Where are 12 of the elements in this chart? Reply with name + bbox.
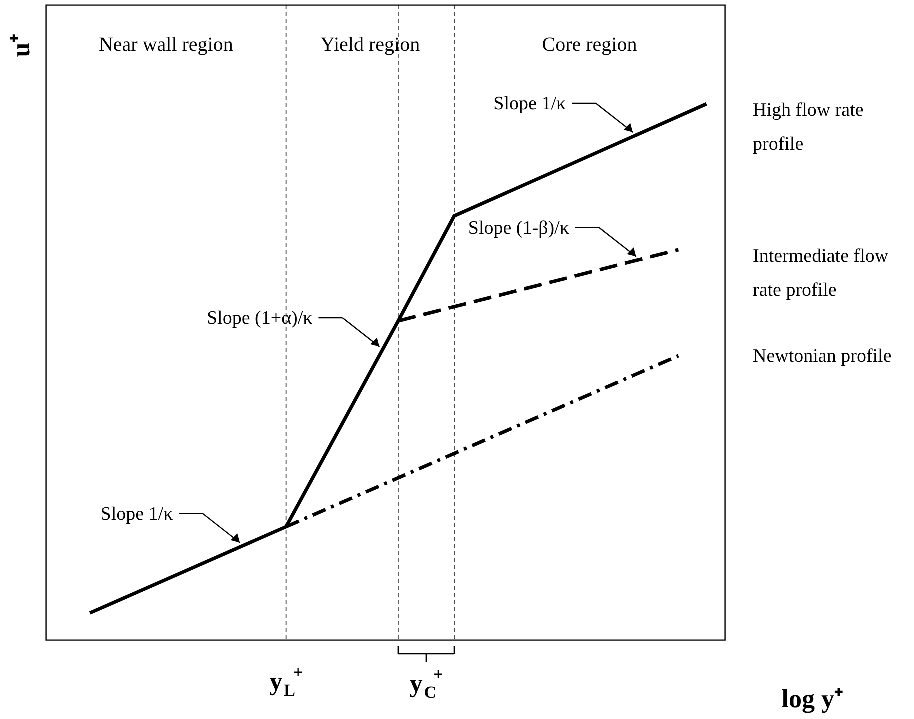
x-axis-title: log y⁺ (782, 684, 844, 714)
text: Core region (542, 34, 638, 56)
annotation: Slope (1-β)/κ (468, 218, 570, 239)
text: High flow rate profile (753, 100, 864, 156)
text: Near wall region (98, 34, 234, 56)
annotation: Slope (1+α)/κ (206, 308, 314, 329)
text: Newtonian profile (753, 346, 892, 367)
text: Yield region (320, 34, 420, 56)
y-axis-title: u⁺ (6, 34, 36, 58)
annotation: Slope 1/κ (494, 93, 566, 114)
annotation: Slope 1/κ (100, 504, 174, 525)
text: Intermediate flow rate profile (753, 246, 889, 301)
